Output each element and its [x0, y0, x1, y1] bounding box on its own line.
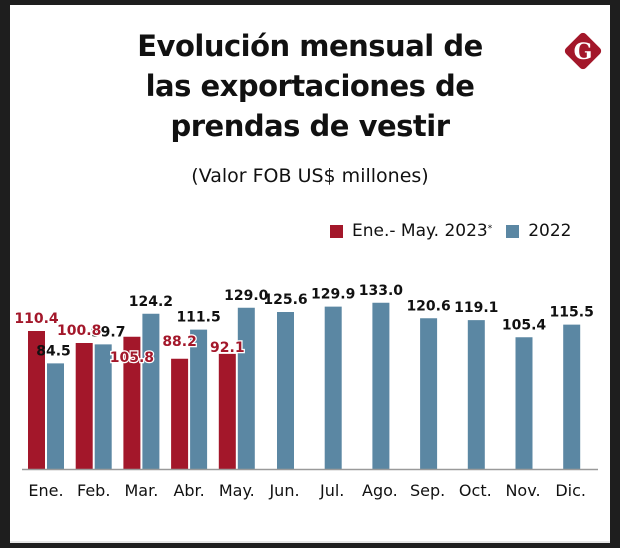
bar-2022 — [190, 329, 208, 469]
bar-2022 — [324, 306, 342, 469]
x-tick-label: Jul. — [319, 481, 344, 500]
title-line-2: las exportaciones de — [145, 69, 475, 103]
data-label-2022: 119.1 — [454, 300, 498, 316]
legend-swatch-2023 — [330, 224, 343, 238]
x-tick-label: Mar. — [124, 481, 158, 500]
title-line-1: Evolución mensual de — [137, 29, 483, 63]
data-label-2022: 124.2 — [129, 294, 173, 310]
bar-2022 — [563, 324, 581, 469]
legend-item-2023: Ene.- May. 2023 * — [330, 221, 492, 241]
x-tick-label: Oct. — [459, 481, 492, 500]
bar-2022 — [277, 312, 294, 469]
data-label-2022: 111.5 — [176, 310, 220, 326]
x-tick-label: Jun. — [268, 481, 299, 500]
x-tick-label: Ene. — [28, 481, 63, 500]
x-tick-label: Feb. — [77, 481, 110, 500]
x-tick-label: Dic. — [555, 481, 586, 500]
data-label-2022: 129.0 — [224, 288, 269, 304]
logo-letter: G — [574, 39, 593, 65]
title-line-3: prendas de vestir — [170, 109, 450, 143]
bar-2022 — [237, 307, 255, 469]
bar-2022 — [372, 302, 390, 469]
legend-marker: * — [487, 224, 493, 234]
x-tick-label: Abr. — [173, 481, 204, 500]
legend-label-2023: Ene.- May. 2023 — [352, 221, 488, 241]
data-label-2022: 84.5 — [36, 343, 71, 359]
legend-item-2022: 2022 — [506, 221, 571, 241]
bar-2022 — [515, 337, 533, 469]
bar-2023 — [28, 331, 45, 469]
x-tick-label: Sep. — [410, 481, 445, 500]
bar-2022 — [47, 363, 64, 469]
data-label-2023: 100.8 — [57, 323, 101, 339]
data-label-2022: 120.6 — [406, 298, 450, 314]
bar-2022 — [420, 318, 438, 469]
bar-2022 — [142, 313, 160, 469]
data-label-2022: 99.7 — [91, 324, 126, 340]
data-label-2022: 129.9 — [311, 287, 355, 303]
bar-2023 — [218, 353, 236, 469]
data-label-2023: 110.4 — [14, 311, 59, 327]
legend-label-2022: 2022 — [528, 221, 572, 241]
data-label-2023: 92.1 — [210, 340, 245, 356]
divider — [10, 541, 610, 543]
bar-2022 — [94, 344, 112, 469]
data-label-2023: 105.8 — [110, 350, 154, 366]
data-label-2022: 115.5 — [550, 305, 594, 321]
chart-title: Evolución mensual de las exportaciones d… — [0, 26, 620, 146]
data-label-2022: 133.0 — [359, 283, 404, 299]
data-label-2022: 105.4 — [502, 317, 547, 333]
legend-swatch-2022 — [506, 224, 520, 238]
data-label-2022: 125.6 — [263, 292, 307, 308]
x-tick-label: May. — [219, 481, 255, 500]
x-tick-label: Ago. — [362, 481, 398, 500]
bar-2023 — [123, 336, 141, 469]
bar-2023 — [171, 358, 189, 469]
bar-2022 — [467, 320, 485, 469]
g-diamond-logo-icon: G — [564, 32, 602, 70]
data-label-2023: 88.2 — [162, 334, 197, 350]
bar-2023 — [75, 343, 93, 469]
legend: Ene.- May. 2023 * 2022 — [330, 221, 585, 241]
chart-subtitle: (Valor FOB US$ millones) — [191, 165, 429, 187]
x-tick-label: Nov. — [505, 481, 540, 500]
